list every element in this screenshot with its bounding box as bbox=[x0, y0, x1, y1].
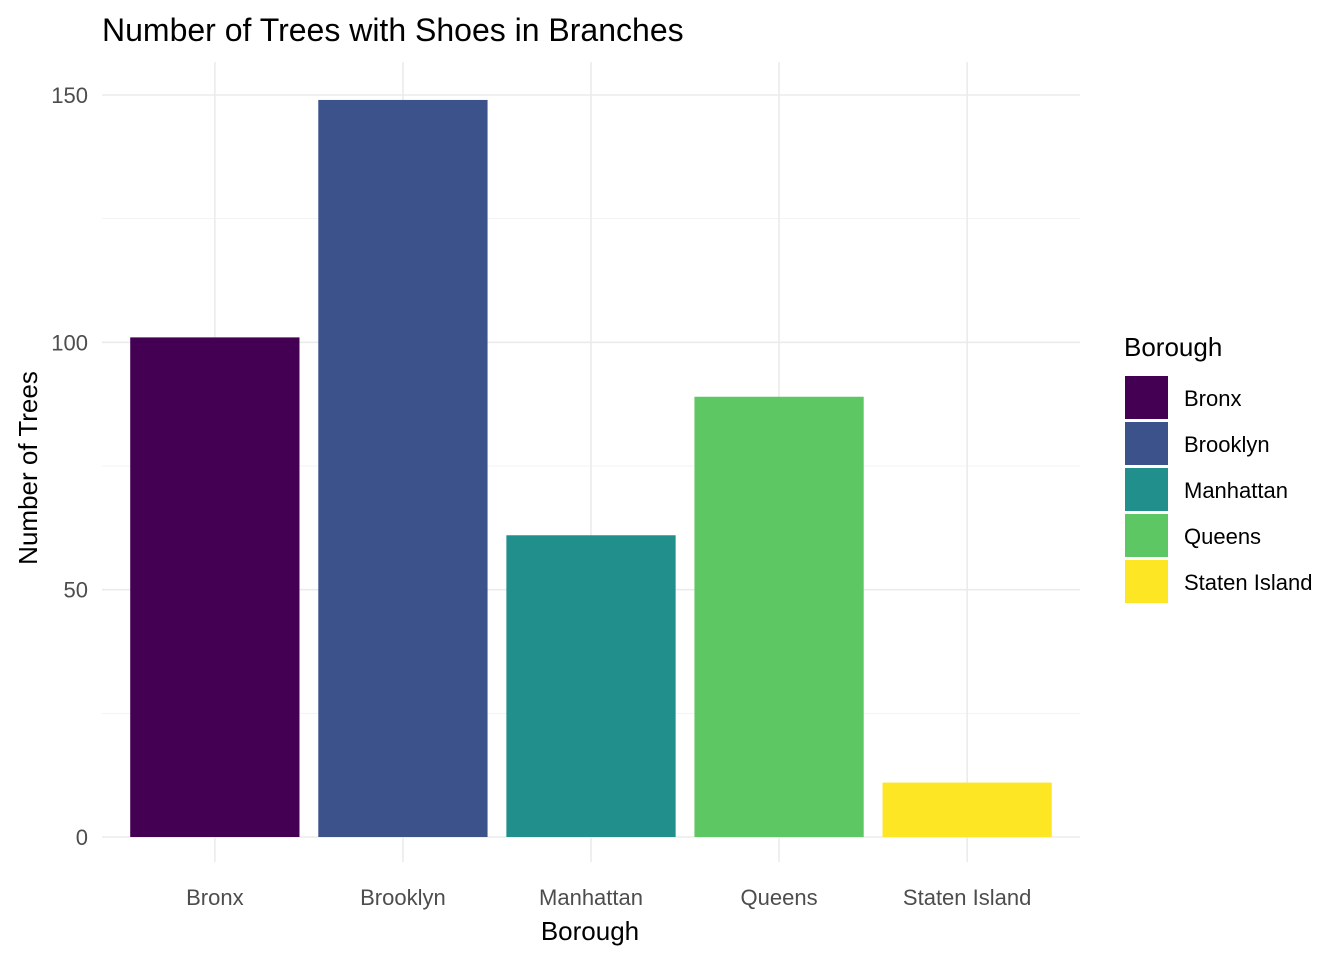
legend-title: Borough bbox=[1124, 332, 1222, 362]
y-axis-ticks: 0 50 100 150 bbox=[51, 83, 88, 850]
legend-label: Bronx bbox=[1184, 386, 1241, 411]
bar-brooklyn bbox=[318, 99, 488, 838]
legend-swatch bbox=[1125, 422, 1168, 465]
legend-label: Brooklyn bbox=[1184, 432, 1270, 457]
y-tick-label: 150 bbox=[51, 83, 88, 108]
legend-swatch bbox=[1125, 468, 1168, 511]
x-axis-title: Borough bbox=[541, 916, 639, 946]
legend-label: Manhattan bbox=[1184, 478, 1288, 503]
x-tick-label: Queens bbox=[741, 885, 818, 910]
y-tick-label: 0 bbox=[76, 825, 88, 850]
bars bbox=[130, 99, 1052, 838]
y-tick-label: 100 bbox=[51, 330, 88, 355]
y-axis-title: Number of Trees bbox=[13, 371, 43, 565]
legend-swatch bbox=[1125, 376, 1168, 419]
x-tick-label: Manhattan bbox=[539, 885, 643, 910]
x-axis-ticks: Bronx Brooklyn Manhattan Queens Staten Islan… bbox=[186, 885, 1031, 910]
legend-swatch bbox=[1125, 560, 1168, 603]
legend-label: Staten Island bbox=[1184, 570, 1312, 595]
legend-items: Bronx Brooklyn Manhattan Queens Staten Islan… bbox=[1125, 376, 1312, 603]
legend: Borough Bronx Brooklyn Manhattan Queens Stat… bbox=[1124, 332, 1312, 603]
bar-staten-island bbox=[882, 782, 1052, 837]
x-tick-label: Staten Island bbox=[903, 885, 1031, 910]
bar-queens bbox=[694, 396, 864, 837]
chart-title: Number of Trees with Shoes in Branches bbox=[102, 12, 684, 48]
bar-bronx bbox=[130, 337, 300, 837]
x-tick-label: Bronx bbox=[186, 885, 243, 910]
x-tick-label: Brooklyn bbox=[360, 885, 446, 910]
y-tick-label: 50 bbox=[64, 578, 88, 603]
legend-label: Queens bbox=[1184, 524, 1261, 549]
legend-swatch bbox=[1125, 514, 1168, 557]
bar-manhattan bbox=[506, 535, 676, 837]
